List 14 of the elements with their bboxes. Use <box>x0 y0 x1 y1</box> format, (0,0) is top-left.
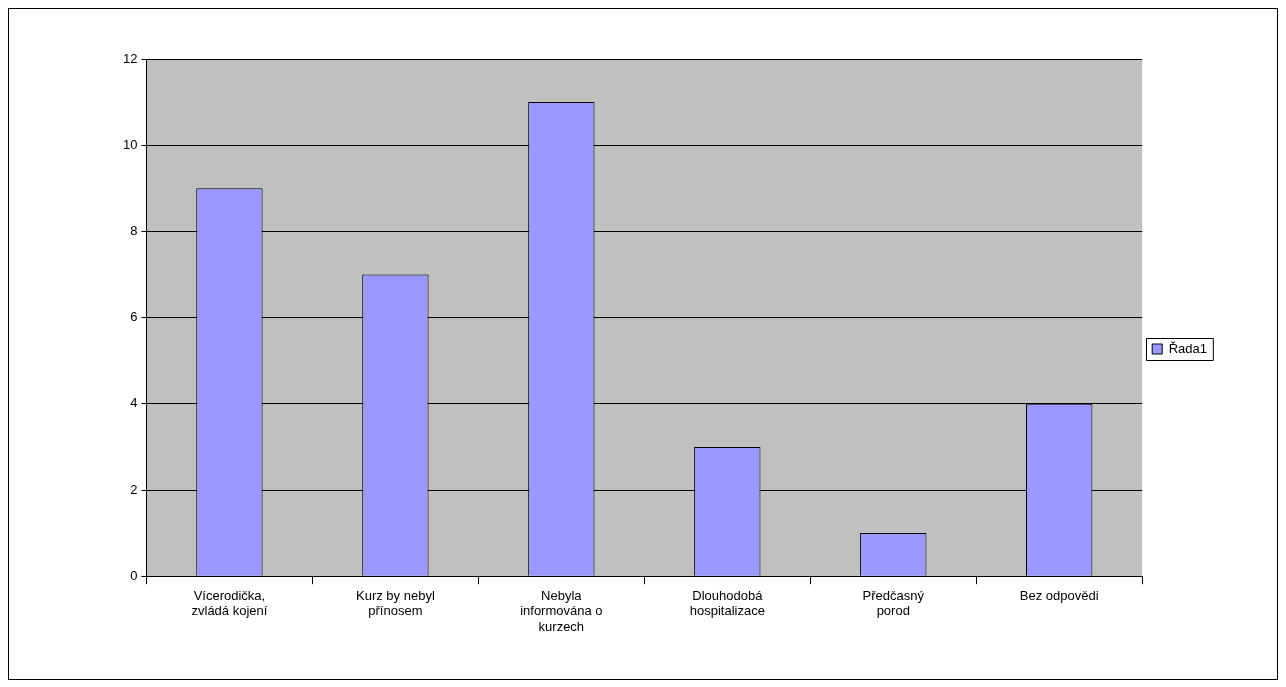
y-tick-label: 2 <box>130 481 138 497</box>
x-tick-label: Kurz by nebyl přínosem <box>356 587 435 619</box>
x-tick-label: Předčasný porod <box>862 587 925 619</box>
y-tick-label: 6 <box>130 309 138 325</box>
legend-label: Řada1 <box>1168 340 1207 356</box>
x-tick-label: Dlouhodobá hospitalizace <box>689 587 765 619</box>
x-tick-label: Vícerodička, zvládá kojení <box>191 587 268 619</box>
y-tick-label: 4 <box>130 395 138 411</box>
y-tick-label: 0 <box>130 567 138 583</box>
x-tick-label: Bez odpovědi <box>1019 587 1099 603</box>
y-tick-label: 12 <box>122 50 138 66</box>
y-tick-label: 8 <box>130 222 138 238</box>
y-tick-label: 10 <box>122 136 138 152</box>
x-tick-label: Nebyla informována o kurzech <box>520 587 603 634</box>
